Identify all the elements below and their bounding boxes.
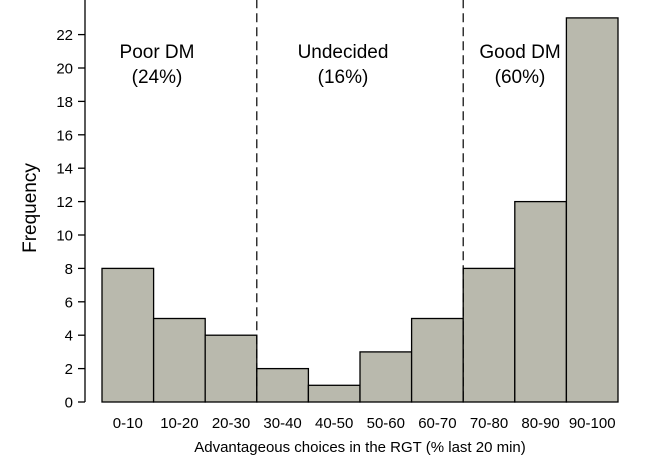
bars-group — [101, 17, 619, 403]
y-tick-label-10: 10 — [56, 228, 73, 245]
bar-80-90 — [514, 200, 568, 403]
x-tick-label-20-30: 20-30 — [212, 415, 250, 432]
x-tick-label-10-20: 10-20 — [160, 415, 198, 432]
group-dividers — [256, 0, 464, 402]
group-name-2: Undecided — [298, 42, 389, 63]
x-axis-label: Advantageous choices in the RGT (% last … — [194, 439, 526, 456]
group-percent-1: (24%) — [132, 67, 183, 88]
group-name-3: Good DM — [479, 42, 560, 63]
y-ticks: 0 2 4 6 8 10 12 14 16 18 20 22 — [56, 27, 85, 412]
x-tick-label-60-70: 60-70 — [418, 415, 456, 432]
x-tick-label-80-90: 80-90 — [521, 415, 559, 432]
y-tick-label-6: 6 — [65, 294, 73, 311]
y-tick-label-16: 16 — [56, 127, 73, 144]
bar-70-80 — [462, 267, 516, 403]
y-tick-label-4: 4 — [65, 328, 73, 345]
y-tick-label-18: 18 — [56, 94, 73, 111]
y-tick-label-20: 20 — [56, 61, 73, 78]
group-percent-2: (16%) — [318, 67, 369, 88]
bar-30-40 — [256, 367, 310, 403]
x-tick-label-0-10: 0-10 — [113, 415, 143, 432]
group-labels: Poor DM (24%) Undecided (16%) Good DM (60%) — [120, 42, 561, 88]
group-name-1: Poor DM — [120, 42, 195, 63]
bar-50-60 — [359, 351, 413, 403]
y-tick-label-0: 0 — [65, 395, 73, 412]
x-tick-label-50-60: 50-60 — [367, 415, 405, 432]
x-tick-label-30-40: 30-40 — [263, 415, 301, 432]
bar-60-70 — [410, 317, 464, 403]
y-tick-label-2: 2 — [65, 361, 73, 378]
bar-0-10 — [101, 267, 155, 403]
y-axis-label: Frequency — [20, 163, 41, 253]
x-tick-labels: 0-10 10-20 20-30 30-40 40-50 50-60 60-70 70-80 8… — [113, 415, 616, 432]
bar-90-100 — [565, 17, 619, 403]
bar-10-20 — [152, 317, 206, 403]
y-tick-label-14: 14 — [56, 161, 73, 178]
x-tick-label-70-80: 70-80 — [470, 415, 508, 432]
y-tick-label-22: 22 — [56, 27, 73, 44]
bar-20-30 — [204, 334, 258, 403]
x-tick-label-90-100: 90-100 — [569, 415, 616, 432]
bar-40-50 — [307, 384, 361, 403]
group-percent-3: (60%) — [495, 67, 546, 88]
y-tick-label-12: 12 — [56, 194, 73, 211]
x-tick-label-40-50: 40-50 — [315, 415, 353, 432]
y-tick-label-8: 8 — [65, 261, 73, 278]
